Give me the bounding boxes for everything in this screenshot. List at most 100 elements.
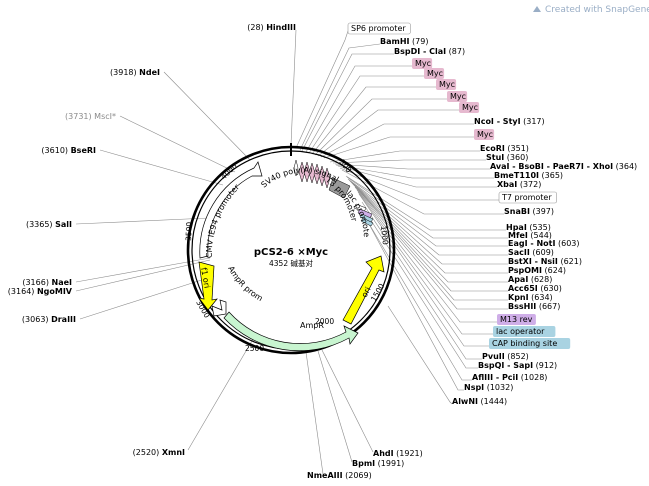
- feature-box: [447, 91, 468, 102]
- site-position: (3166): [22, 278, 51, 287]
- site-position: (372): [517, 180, 541, 189]
- leader-nmeaiii: [305, 351, 324, 475]
- site-label: EagI - NotI (603): [508, 239, 580, 248]
- site-position: (535): [527, 223, 551, 232]
- site-name: AlwNI: [452, 397, 478, 406]
- site-label: BamHI (79): [380, 37, 428, 46]
- site-name: EagI - NotI: [508, 239, 555, 248]
- leader-draiii: [79, 275, 215, 320]
- left-site-naei: (3166) NaeI: [22, 278, 72, 287]
- feature-label: Myc: [450, 92, 466, 101]
- left-site-xmni: (2520) XmnI: [133, 448, 185, 457]
- left-site-labels: (28) HindIII (3918) NdeI (3731) MscI* (3610…: [8, 23, 296, 457]
- feature-label: Myc: [462, 103, 478, 112]
- site-position: (3918): [110, 68, 139, 77]
- right-site-7-myc: Myc: [459, 102, 480, 113]
- feature-box: [498, 191, 558, 204]
- site-label: AlwNI (1444): [452, 397, 507, 406]
- leader-mfei: [346, 176, 508, 239]
- site-name: EcoRI: [480, 144, 505, 153]
- bottom-site-labels: AhdI (1921)BpmI (1991) NmeAIII (2069): [307, 449, 423, 480]
- site-label: KpnI (634): [508, 293, 553, 302]
- leader-sp6: [295, 30, 349, 149]
- feature-box: [474, 129, 495, 140]
- leader-m13: [356, 189, 497, 323]
- left-site-sali: (3365) SalI: [26, 220, 72, 229]
- site-position: (1032): [484, 383, 513, 392]
- site-name: BspDI - ClaI: [394, 47, 446, 56]
- site-label: MfeI (544): [508, 231, 552, 240]
- feature-label: Myc: [477, 130, 493, 139]
- map-features: CMV IE94 promoter SV40 poly(A) signal T3…: [0, 0, 385, 352]
- leader-afliii: [367, 221, 472, 381]
- site-position: (628): [528, 275, 552, 284]
- site-name: AflIII - PciI: [472, 373, 518, 382]
- snapgene-watermark: Created with SnapGene®: [533, 5, 649, 15]
- site-label: StuI (360): [486, 153, 528, 162]
- right-site-20-sacii: SacII (609): [508, 248, 554, 257]
- site-position: (667): [536, 302, 560, 311]
- leader-ecori: [329, 150, 480, 163]
- myc-marker-5: [318, 165, 326, 187]
- site-position: (3610): [41, 146, 70, 155]
- left-site-ngomiv: (3164) NgoMIV: [8, 287, 73, 296]
- bottom-site-bpmi: BpmI (1991): [352, 459, 404, 468]
- right-site-9-myc: Myc: [474, 129, 495, 140]
- site-name: AvaI - BsoBI - PaeR7I - XhoI: [490, 162, 613, 171]
- right-site-10-ecori: EcoRI (351): [480, 144, 529, 153]
- right-site-0-sp6-promoter: SP6 promoter: [347, 22, 411, 35]
- plasmid-title: pCS2-6 ×Myc 4352 碱基对: [254, 247, 328, 268]
- bottom-site-nmeaiii: NmeAIII (2069): [307, 471, 372, 480]
- right-site-24-acc65i: Acc65I (630): [508, 284, 562, 293]
- site-position: (603): [555, 239, 579, 248]
- snapgene-logo-icon: [533, 6, 541, 12]
- feature-box: [424, 68, 445, 79]
- site-name: XmnI: [162, 448, 185, 457]
- site-name: HpaI: [506, 223, 527, 232]
- left-site-msci: (3731) MscI*: [65, 112, 116, 121]
- site-position: (1991): [375, 459, 404, 468]
- myc-marker-6: [323, 167, 331, 189]
- feature-label: Myc: [415, 59, 431, 68]
- right-site-26-bsshii: BssHII (667): [508, 302, 560, 311]
- site-position: (912): [533, 361, 557, 370]
- plasmid-size: 4352 碱基对: [269, 258, 313, 268]
- tick-2000: 2000: [315, 317, 334, 326]
- right-site-14-xbai: XbaI (372): [497, 180, 541, 189]
- site-position: (351): [505, 144, 529, 153]
- bottom-site-ahdi: AhdI (1921): [373, 449, 423, 458]
- site-label: BssHII (667): [508, 302, 560, 311]
- leader-hindiii: [290, 29, 297, 146]
- feature-label: SP6 promoter: [351, 24, 406, 33]
- sp6-marker: [293, 159, 299, 177]
- right-site-11-stui: StuI (360): [486, 153, 528, 162]
- leader-ahdi: [321, 349, 374, 453]
- right-site-29-cap-binding-site: CAP binding site: [489, 338, 571, 349]
- site-position: (28): [247, 23, 266, 32]
- feature-label: M13 rev: [500, 315, 533, 324]
- right-site-32-afliii-pcii: AflIII - PciI (1028): [472, 373, 547, 382]
- tick-1000: 1000: [379, 225, 390, 245]
- right-site-25-kpni: KpnI (634): [508, 293, 553, 302]
- site-position: (624): [542, 266, 566, 275]
- site-position: (1921): [394, 449, 423, 458]
- ampr-label: AmpR: [300, 321, 324, 330]
- site-name: BssHII: [508, 302, 536, 311]
- f1-ori-arrow: [198, 261, 218, 311]
- site-position: (3063): [22, 315, 51, 324]
- cap-marker: [360, 217, 374, 227]
- sv40-polya-block: [328, 177, 351, 199]
- site-position: (630): [538, 284, 562, 293]
- feature-label: Myc: [427, 69, 443, 78]
- feature-box: [459, 102, 480, 113]
- leader-bsshii: [354, 186, 508, 310]
- right-site-5-myc: Myc: [436, 79, 457, 90]
- tick-3500: 3500: [184, 221, 194, 241]
- myc-marker-2: [303, 161, 311, 183]
- site-label: NcoI - StyI (317): [474, 117, 545, 126]
- site-position: (397): [530, 207, 554, 216]
- site-name: SacII: [508, 248, 530, 257]
- right-site-2-bspdi-clai: BspDI - ClaI (87): [394, 47, 465, 56]
